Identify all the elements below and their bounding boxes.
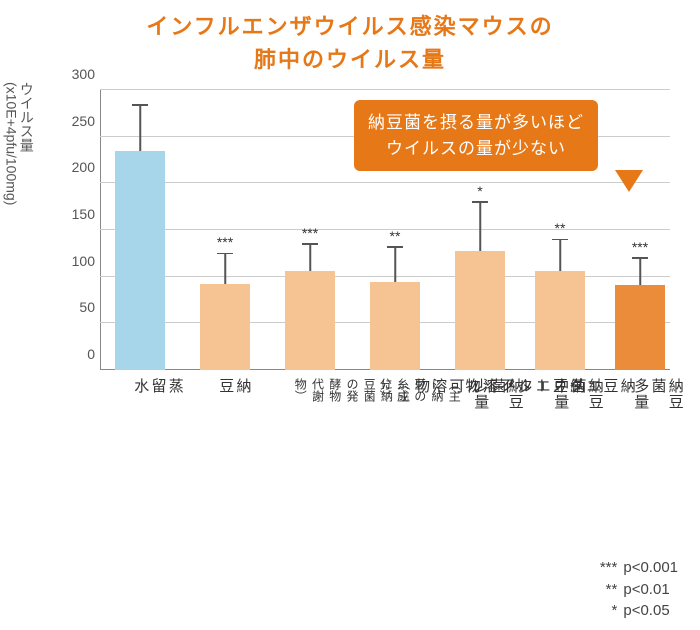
- y-tick-label: 100: [72, 253, 95, 269]
- error-bar: [479, 203, 481, 252]
- bar-group: ***: [610, 90, 670, 370]
- x-tick-label: 納豆菌 多量: [632, 378, 684, 410]
- error-cap: [387, 246, 403, 248]
- y-axis-label: ウイルス量 (x10E+4pfu/100mg): [3, 82, 34, 205]
- error-bar: [559, 240, 561, 271]
- x-tick-label: 納豆菌 中量: [552, 378, 604, 410]
- legend-sym: *: [589, 600, 623, 622]
- significance-marker: *: [477, 183, 482, 199]
- significance-marker: **: [390, 228, 401, 244]
- error-bar: [394, 248, 396, 283]
- bar: [370, 282, 420, 370]
- chart-title: インフルエンザウイルス感染マウスの 肺中のウイルス量: [0, 0, 700, 76]
- error-bar: [309, 245, 311, 271]
- legend-sym: ***: [589, 557, 623, 579]
- y-tick-label: 0: [87, 346, 95, 362]
- y-tick-label: 300: [72, 66, 95, 82]
- significance-marker: **: [555, 220, 566, 236]
- legend-sym: **: [589, 579, 623, 601]
- bar: [535, 271, 585, 370]
- bar: [615, 285, 665, 370]
- bar-group: [110, 90, 170, 370]
- y-axis-line: [100, 90, 101, 370]
- error-cap: [632, 257, 648, 259]
- bar-group: ***: [195, 90, 255, 370]
- ylabel-unit: (x10E+4pfu/100mg): [3, 82, 19, 205]
- error-bar: [139, 106, 141, 151]
- significance-legend: *** p<0.001 ** p<0.01 * p<0.05: [589, 557, 678, 622]
- significance-marker: ***: [217, 234, 233, 250]
- ylabel-main: ウイルス量: [19, 82, 35, 152]
- legend-row: *** p<0.001: [589, 557, 678, 579]
- error-bar: [639, 259, 641, 285]
- y-tick-label: 50: [79, 299, 95, 315]
- x-tick-label: 蒸留水: [132, 378, 184, 394]
- error-cap: [217, 253, 233, 255]
- callout-line2: ウイルスの量が少ない: [386, 139, 566, 158]
- error-cap: [472, 201, 488, 203]
- callout-tail: [615, 170, 643, 192]
- y-tick-label: 250: [72, 113, 95, 129]
- error-cap: [132, 104, 148, 106]
- significance-marker: ***: [302, 225, 318, 241]
- bar: [200, 284, 250, 370]
- x-tick-label: 納豆菌 少量: [472, 378, 524, 410]
- significance-marker: ***: [632, 239, 648, 255]
- legend-row: ** p<0.01: [589, 579, 678, 601]
- legend-text: p<0.05: [623, 600, 669, 622]
- error-cap: [552, 239, 568, 241]
- legend-row: * p<0.05: [589, 600, 678, 622]
- y-tick-label: 200: [72, 159, 95, 175]
- bar-group: ***: [280, 90, 340, 370]
- bar: [115, 151, 165, 370]
- title-line1: インフルエンザウイルス感染マウスの: [146, 14, 553, 39]
- y-tick-label: 150: [72, 206, 95, 222]
- bar: [455, 251, 505, 370]
- callout-box: 納豆菌を摂る量が多いほど ウイルスの量が少ない: [354, 100, 598, 171]
- error-cap: [302, 243, 318, 245]
- error-bar: [224, 254, 226, 284]
- x-tick-label: 納豆: [217, 378, 252, 394]
- bar: [285, 271, 335, 370]
- legend-text: p<0.001: [623, 557, 678, 579]
- title-line2: 肺中のウイルス量: [254, 47, 446, 72]
- legend-text: p<0.01: [623, 579, 669, 601]
- callout-line1: 納豆菌を摂る量が多いほど: [368, 113, 584, 132]
